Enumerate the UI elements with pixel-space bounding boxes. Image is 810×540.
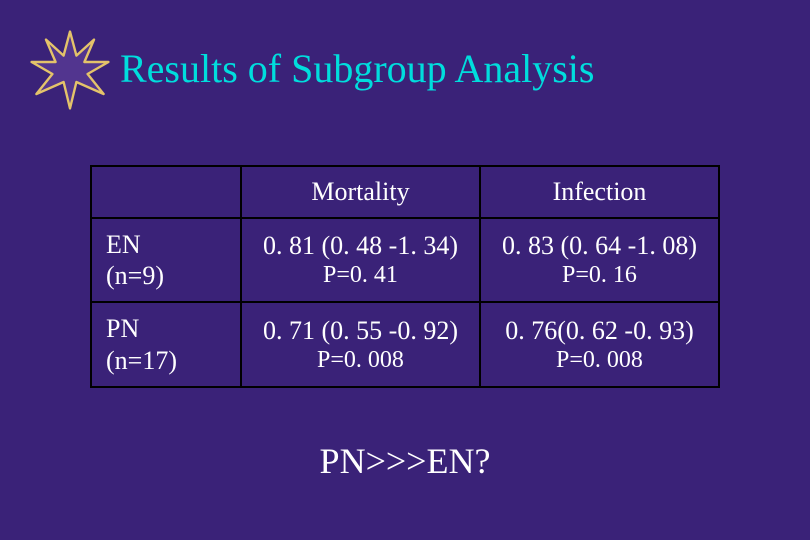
col-infection: Infection <box>480 166 719 218</box>
cell-pvalue: P=0. 16 <box>489 261 710 290</box>
slide-title: Results of Subgroup Analysis <box>120 45 594 92</box>
table-header-row: Mortality Infection <box>91 166 719 218</box>
row-pn-label: PN (n=17) <box>91 302 241 386</box>
row-label-main: PN <box>106 313 232 344</box>
cell-pvalue: P=0. 41 <box>250 261 471 290</box>
cell-pn-infection: 0. 76(0. 62 -0. 93) P=0. 008 <box>480 302 719 386</box>
cell-pvalue: P=0. 008 <box>250 346 471 375</box>
row-label-n: (n=17) <box>106 345 232 376</box>
cell-pvalue: P=0. 008 <box>489 346 710 375</box>
row-label-main: EN <box>106 229 232 260</box>
row-label-n: (n=9) <box>106 260 232 291</box>
table-row: EN (n=9) 0. 81 (0. 48 -1. 34) P=0. 41 0.… <box>91 218 719 302</box>
table-row: PN (n=17) 0. 71 (0. 55 -0. 92) P=0. 008 … <box>91 302 719 386</box>
results-table: Mortality Infection EN (n=9) 0. 81 (0. 4… <box>90 165 720 388</box>
cell-value: 0. 81 (0. 48 -1. 34) <box>250 230 471 261</box>
star-bullet-icon <box>30 30 110 110</box>
cell-en-infection: 0. 83 (0. 64 -1. 08) P=0. 16 <box>480 218 719 302</box>
cell-pn-mortality: 0. 71 (0. 55 -0. 92) P=0. 008 <box>241 302 480 386</box>
col-mortality: Mortality <box>241 166 480 218</box>
cell-value: 0. 71 (0. 55 -0. 92) <box>250 315 471 346</box>
cell-value: 0. 76(0. 62 -0. 93) <box>489 315 710 346</box>
cell-value: 0. 83 (0. 64 -1. 08) <box>489 230 710 261</box>
row-en-label: EN (n=9) <box>91 218 241 302</box>
cell-en-mortality: 0. 81 (0. 48 -1. 34) P=0. 41 <box>241 218 480 302</box>
footer-conclusion: PN>>>EN? <box>0 440 810 482</box>
header-blank <box>91 166 241 218</box>
